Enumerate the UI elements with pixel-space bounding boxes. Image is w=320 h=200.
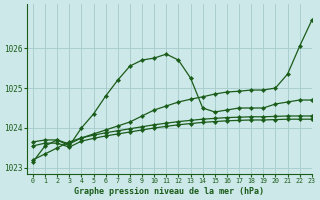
X-axis label: Graphe pression niveau de la mer (hPa): Graphe pression niveau de la mer (hPa) xyxy=(74,187,264,196)
